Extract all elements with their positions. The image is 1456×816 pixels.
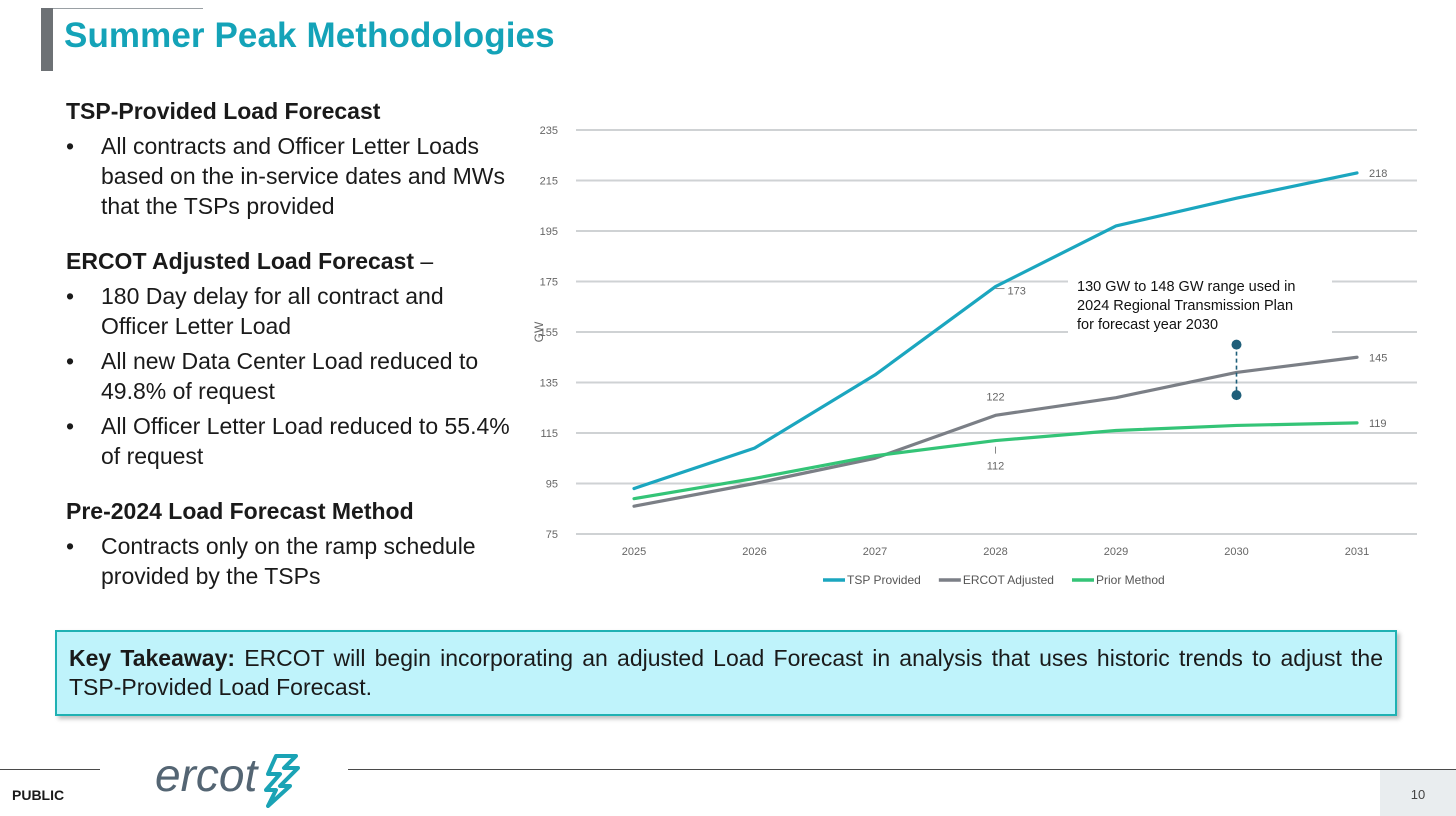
section-heading-text: TSP-Provided Load Forecast bbox=[66, 98, 381, 124]
section-pre-2024: Pre-2024 Load Forecast Method Contracts … bbox=[66, 496, 516, 591]
legend-label: TSP Provided bbox=[847, 573, 921, 587]
data-label: 173 bbox=[1008, 286, 1026, 298]
series-line-3 bbox=[632, 421, 1359, 501]
bullet-list: All contracts and Officer Letter Loads b… bbox=[66, 131, 516, 221]
lightning-bolt-icon bbox=[264, 754, 300, 808]
section-heading: ERCOT Adjusted Load Forecast – bbox=[66, 246, 516, 276]
data-label: 218 bbox=[1369, 168, 1387, 180]
x-tick-label: 2031 bbox=[1345, 546, 1369, 558]
annotation-text: 130 GW to 148 GW range used in bbox=[1077, 279, 1295, 295]
annotation-box bbox=[1068, 269, 1332, 335]
bullet-item: All contracts and Officer Letter Loads b… bbox=[66, 131, 516, 221]
bullet-item: All Officer Letter Load reduced to 55.4%… bbox=[66, 411, 516, 471]
load-forecast-chart: 75 95 115 135 155 175 195 215 235 GW 2025 2026 2027 2… bbox=[520, 110, 1440, 600]
section-heading-dash: – bbox=[414, 248, 434, 274]
x-tick-label: 2026 bbox=[742, 546, 766, 558]
legend-label: Prior Method bbox=[1096, 573, 1165, 587]
title-top-rule bbox=[53, 8, 203, 9]
takeaway-label: Key Takeaway: bbox=[69, 645, 236, 671]
data-label: 119 bbox=[1369, 418, 1387, 430]
logo-wordmark: ercot bbox=[155, 749, 258, 801]
x-tick-label: 2029 bbox=[1104, 546, 1128, 558]
footer-rule-right bbox=[348, 769, 1456, 770]
bullet-item: All new Data Center Load reduced to 49.8… bbox=[66, 346, 516, 406]
bullet-list: Contracts only on the ramp schedule prov… bbox=[66, 531, 516, 591]
y-tick-label: 155 bbox=[540, 327, 558, 339]
y-tick-label: 135 bbox=[540, 378, 558, 390]
y-tick-label: 215 bbox=[540, 176, 558, 188]
key-takeaway-box: Key Takeaway: ERCOT will begin incorpora… bbox=[55, 630, 1397, 716]
section-ercot-adjusted: ERCOT Adjusted Load Forecast – 180 Day d… bbox=[66, 246, 516, 471]
y-tick-label: 175 bbox=[540, 277, 558, 289]
y-tick-label: 115 bbox=[540, 428, 558, 440]
series-line-2 bbox=[632, 355, 1359, 508]
section-heading: TSP-Provided Load Forecast bbox=[66, 96, 516, 126]
bullet-item: Contracts only on the ramp schedule prov… bbox=[66, 531, 516, 591]
y-tick-label: 195 bbox=[540, 226, 558, 238]
methodology-list: TSP-Provided Load Forecast All contracts… bbox=[66, 96, 516, 596]
section-tsp-provided: TSP-Provided Load Forecast All contracts… bbox=[66, 96, 516, 221]
section-heading-text: ERCOT Adjusted Load Forecast bbox=[66, 248, 415, 274]
x-tick-label: 2027 bbox=[863, 546, 887, 558]
page-number: 10 bbox=[1410, 787, 1426, 802]
legend-label: ERCOT Adjusted bbox=[963, 573, 1054, 587]
data-label: 122 bbox=[986, 391, 1004, 403]
data-label: 145 bbox=[1369, 352, 1387, 364]
annotation-range-top-marker bbox=[1231, 339, 1242, 350]
section-heading-text: Pre-2024 Load Forecast Method bbox=[66, 498, 414, 524]
chart-svg: 75 95 115 135 155 175 195 215 235 GW 2025 2026 2027 2… bbox=[532, 125, 1417, 587]
y-axis-label: GW bbox=[532, 321, 546, 342]
x-tick-label: 2025 bbox=[622, 546, 646, 558]
annotation-text: 2024 Regional Transmission Plan bbox=[1077, 298, 1293, 314]
takeaway-text: ERCOT will begin incorporating an adjust… bbox=[69, 645, 1383, 700]
y-tick-label: 235 bbox=[540, 125, 558, 137]
ercot-logo: ercot bbox=[150, 748, 310, 808]
page-number-box: 10 bbox=[1380, 770, 1456, 816]
bullet-item: 180 Day delay for all contract and Offic… bbox=[66, 281, 516, 341]
annotation-range-bottom-marker bbox=[1231, 390, 1242, 401]
bullet-list: 180 Day delay for all contract and Offic… bbox=[66, 281, 516, 471]
x-tick-label: 2028 bbox=[983, 546, 1007, 558]
series-line-1 bbox=[632, 171, 1359, 491]
y-tick-label: 75 bbox=[546, 529, 558, 541]
slide-title: Summer Peak Methodologies bbox=[64, 16, 555, 55]
classification-label: PUBLIC bbox=[12, 787, 65, 803]
footer-rule-left bbox=[0, 769, 100, 770]
title-accent-bar bbox=[41, 8, 53, 71]
x-tick-label: 2030 bbox=[1224, 546, 1248, 558]
annotation-text: for forecast year 2030 bbox=[1077, 317, 1218, 333]
data-label: 112 bbox=[987, 461, 1005, 473]
section-heading: Pre-2024 Load Forecast Method bbox=[66, 496, 516, 526]
y-tick-label: 95 bbox=[546, 479, 558, 491]
